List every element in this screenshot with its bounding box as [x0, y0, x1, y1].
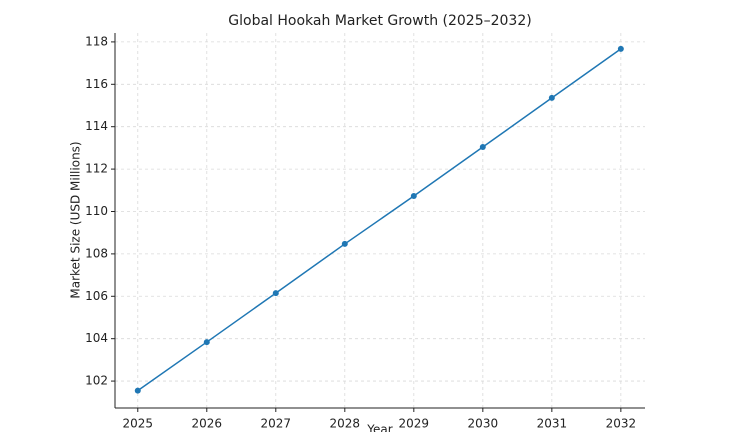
y-tick-label: 110	[85, 204, 108, 218]
y-tick-label: 116	[85, 77, 108, 91]
x-tick-label: 2026	[192, 417, 223, 431]
data-point	[617, 45, 624, 52]
x-tick-label: 2025	[123, 417, 154, 431]
x-tick-label: 2031	[537, 417, 568, 431]
y-tick-label: 104	[85, 331, 108, 345]
y-tick-label: 114	[85, 119, 108, 133]
y-tick-label: 108	[85, 246, 108, 260]
data-point	[548, 94, 555, 101]
x-tick-label: 2027	[261, 417, 292, 431]
y-tick-label: 102	[85, 374, 108, 388]
data-point	[272, 290, 279, 297]
data-point	[410, 193, 417, 200]
x-tick-label: 2029	[399, 417, 430, 431]
x-tick-label: 2030	[468, 417, 499, 431]
y-axis-label: Market Size (USD Millions)	[69, 141, 83, 298]
data-point	[134, 387, 141, 394]
x-tick-label: 2028	[330, 417, 361, 431]
y-tick-label: 112	[85, 162, 108, 176]
data-point	[479, 144, 486, 151]
y-tick-label: 118	[85, 34, 108, 48]
chart-title: Global Hookah Market Growth (2025–2032)	[228, 13, 531, 29]
series-line	[137, 48, 622, 392]
data-point	[203, 339, 210, 346]
data-point	[341, 240, 348, 247]
x-tick-label: 2032	[606, 417, 637, 431]
y-tick-label: 106	[85, 289, 108, 303]
x-axis-label: Year	[366, 423, 392, 432]
